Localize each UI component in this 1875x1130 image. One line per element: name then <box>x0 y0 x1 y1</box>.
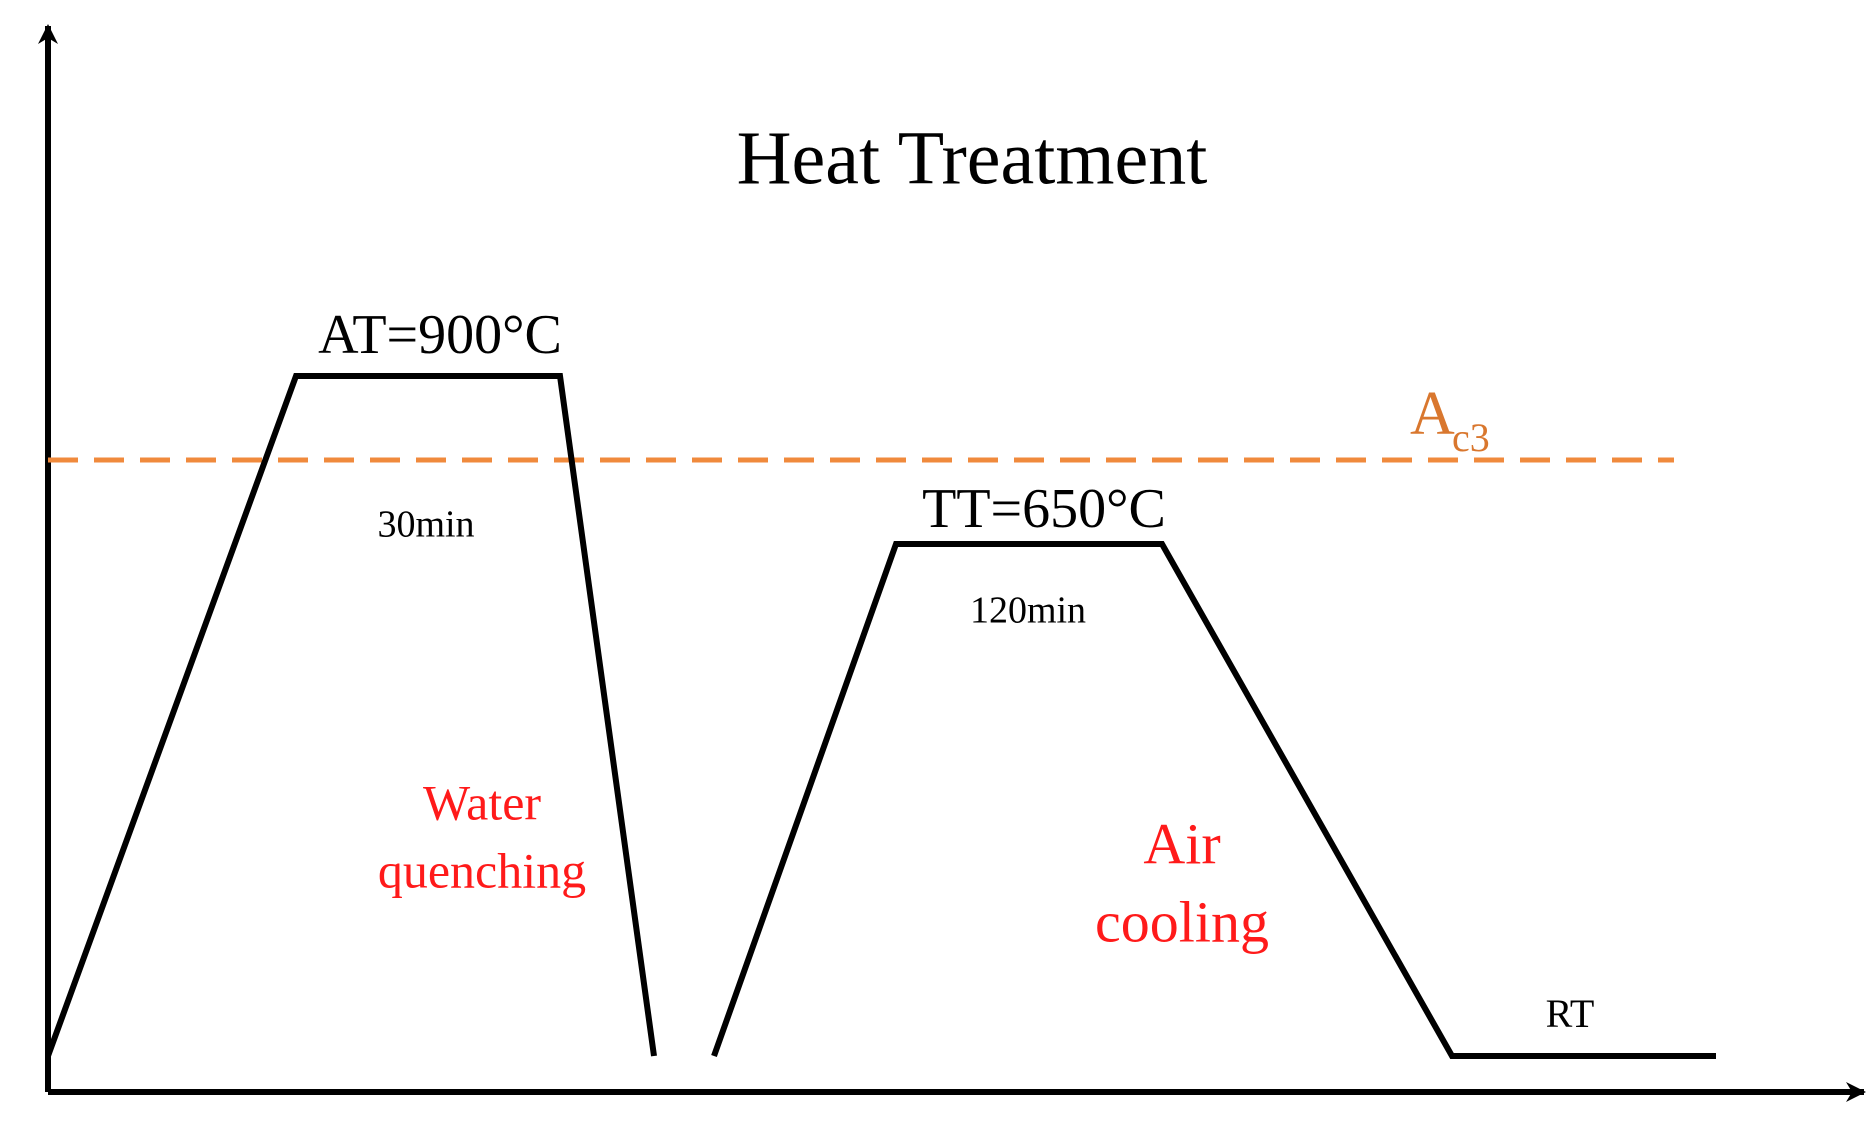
cooling-label: quenching <box>378 842 586 898</box>
ac3-symbol: A <box>1410 380 1455 448</box>
tt-time: 120min <box>970 590 1086 632</box>
title: Heat Treatment <box>737 116 1208 200</box>
cooling-label: cooling <box>1095 889 1269 954</box>
rt-label: RT <box>1546 991 1595 1036</box>
tempering-curve <box>711 541 1716 1059</box>
ac3-subscript: c3 <box>1452 415 1490 460</box>
at-label: AT=900°C <box>318 304 562 366</box>
austenitizing-curve <box>45 373 657 1058</box>
cooling-label: Air <box>1143 811 1220 876</box>
tt-label: TT=650°C <box>922 478 1166 540</box>
at-time: 30min <box>377 504 474 546</box>
cooling-label: Water <box>423 774 541 830</box>
